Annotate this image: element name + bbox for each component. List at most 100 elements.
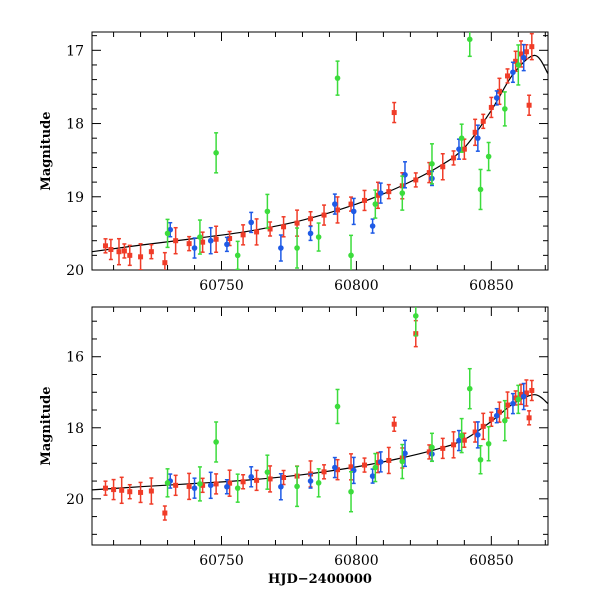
- top-blue-point: [332, 193, 338, 215]
- bottom-red-point: [496, 401, 502, 423]
- bottom-green-point: [213, 421, 219, 463]
- top-blue-point: [377, 182, 384, 204]
- top-model-curve: [92, 54, 548, 253]
- bottom-red-point: [451, 431, 457, 459]
- top-green-point: [213, 132, 219, 174]
- bottom-green-point: [477, 444, 484, 475]
- top-red-point: [461, 138, 467, 160]
- top-blue-point: [191, 237, 198, 259]
- top-panel-ticks: [92, 32, 548, 271]
- bottom-green-point: [399, 443, 406, 480]
- top-y-tick-label-17: 17: [66, 43, 84, 59]
- top-green-point: [197, 219, 203, 255]
- top-green-point: [334, 60, 341, 96]
- bottom-blue-point: [307, 473, 314, 489]
- top-red-point: [186, 235, 192, 252]
- top-y-tick-label-20: 20: [66, 263, 84, 279]
- bottom-red-point: [281, 469, 287, 486]
- bottom-red-point: [362, 457, 368, 473]
- top-green-point: [515, 44, 522, 86]
- top-blue-point: [402, 161, 408, 189]
- top-x-tick-label-60750: 60750: [199, 278, 244, 294]
- bottom-y-tick-label-20: 20: [66, 492, 84, 508]
- bottom-green-point: [372, 452, 379, 483]
- top-green-point: [164, 218, 171, 249]
- top-red-point: [480, 113, 486, 130]
- bottom-red-point: [321, 464, 327, 480]
- top-red-point: [138, 243, 144, 270]
- top-blue-point: [207, 226, 214, 255]
- top-red-point: [267, 221, 273, 237]
- top-red-point: [505, 68, 511, 84]
- top-red-point: [526, 94, 532, 116]
- bottom-red-point: [526, 410, 532, 426]
- bottom-blue-point: [207, 471, 214, 500]
- bottom-red-point: [505, 391, 511, 419]
- bottom-x-tick-label-60800: 60800: [334, 553, 379, 569]
- top-red-point: [413, 172, 419, 188]
- bottom-red-point: [254, 469, 260, 492]
- top-green-point: [372, 189, 379, 219]
- top-red-point: [391, 101, 397, 124]
- top-red-point: [308, 210, 314, 227]
- top-red-point: [240, 224, 246, 246]
- top-green-point: [399, 175, 406, 211]
- bottom-x-tick-label-60750: 60750: [199, 553, 244, 569]
- top-red-point: [213, 225, 219, 253]
- top-x-tick-label-60850: 60850: [469, 278, 514, 294]
- top-blue-point: [248, 211, 254, 234]
- top-red-point: [127, 244, 133, 267]
- bottom-green-point: [348, 470, 354, 513]
- top-y-tick-label-19: 19: [66, 190, 84, 206]
- bottom-red-point: [200, 477, 206, 494]
- top-green-point: [502, 91, 508, 127]
- top-red-point: [162, 251, 168, 270]
- bottom-model-curve: [92, 394, 548, 491]
- top-y-axis-title: Magnitude: [39, 111, 54, 190]
- top-red-point: [108, 238, 114, 261]
- bottom-red-point: [518, 383, 524, 406]
- bottom-blue-point: [191, 477, 198, 499]
- bottom-green-point: [234, 473, 241, 503]
- bottom-red-point: [267, 465, 273, 493]
- top-red-point: [200, 231, 206, 253]
- top-red-point: [472, 118, 478, 147]
- top-red-point: [440, 152, 446, 181]
- bottom-red-point: [186, 472, 192, 501]
- top-blue-point: [475, 124, 481, 152]
- top-blue-point: [520, 43, 527, 72]
- top-red-point: [451, 150, 457, 166]
- bottom-red-point: [127, 483, 133, 500]
- top-red-point: [386, 183, 392, 200]
- bottom-blue-point: [224, 478, 230, 495]
- bottom-red-point: [148, 477, 154, 505]
- bottom-red-point: [102, 480, 108, 496]
- bottom-red-point: [227, 469, 233, 497]
- top-red-point: [281, 216, 287, 238]
- bottom-green-point: [515, 384, 522, 415]
- top-green-point: [348, 234, 354, 270]
- bottom-y-axis-title: Magnitude: [39, 386, 54, 465]
- top-x-tick-labels: 60750 60800 60850: [199, 278, 513, 294]
- bottom-green-point: [502, 399, 508, 442]
- top-green-point: [429, 143, 435, 185]
- top-points-layer: [102, 32, 535, 270]
- bottom-x-tick-labels: 60750 60800 60850: [199, 553, 513, 569]
- bottom-green-point: [334, 388, 341, 425]
- bottom-red-point: [162, 505, 168, 521]
- bottom-red-point: [240, 474, 246, 490]
- bottom-panel: 60750 60800 60850 16 18 20 Magnitude HJD…: [39, 306, 549, 587]
- bottom-y-tick-labels: 16 18 20: [66, 350, 84, 508]
- bottom-red-point: [213, 473, 219, 495]
- top-blue-point: [510, 61, 516, 84]
- bottom-red-point: [480, 412, 486, 441]
- bottom-green-point: [412, 307, 419, 337]
- top-blue-point: [369, 218, 376, 234]
- top-blue-point: [278, 234, 284, 262]
- top-model-layer: [92, 54, 548, 253]
- top-blue-point: [307, 225, 314, 242]
- bottom-green-point: [485, 426, 492, 462]
- bottom-green-point: [458, 417, 465, 454]
- bottom-green-point: [315, 468, 322, 498]
